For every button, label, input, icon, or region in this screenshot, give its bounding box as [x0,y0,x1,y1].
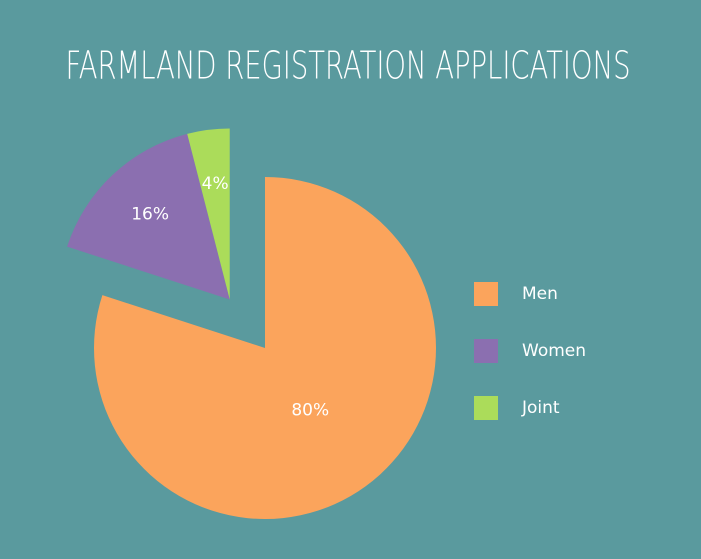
slice-label: 4% [202,174,229,194]
legend-label: Women [522,341,586,361]
pie-slice [67,133,230,300]
legend-swatch [474,282,498,306]
pie-slice [187,128,230,300]
legend-swatch [474,339,498,363]
pie-slice [93,177,436,519]
legend-swatch [474,396,498,420]
legend-label: Men [522,284,558,304]
slice-label: 80% [291,400,329,420]
legend-label: Joint [521,398,560,418]
slice-label: 16% [131,205,169,225]
chart-title: FARMLAND REGISTRATION APPLICATIONS [66,44,631,88]
